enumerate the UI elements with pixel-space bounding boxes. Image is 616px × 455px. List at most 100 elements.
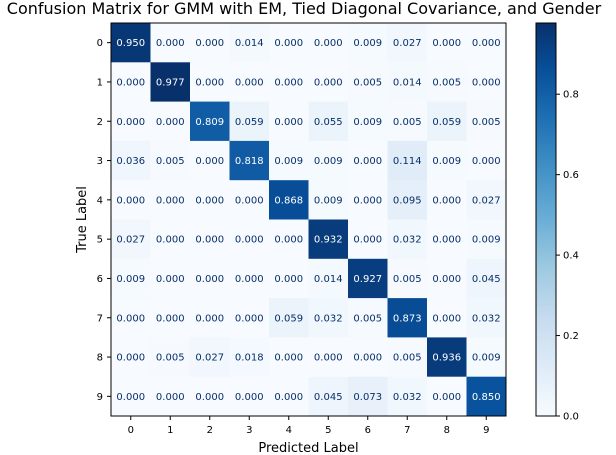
cell-value-0-3: 0.014 (235, 38, 264, 49)
cell-value-5-9: 0.009 (472, 235, 501, 246)
heatmap-cell-5-2 (190, 219, 230, 260)
heatmap-cell-0-8 (427, 23, 467, 63)
cell-value-2-2: 0.809 (195, 117, 224, 128)
cell-value-9-2: 0.000 (195, 392, 224, 403)
heatmap-cell-6-5 (308, 258, 349, 299)
heatmap-cell-5-5 (308, 219, 349, 260)
heatmap-cell-5-8 (427, 219, 467, 260)
cell-value-6-0: 0.009 (116, 274, 145, 285)
cell-value-7-7: 0.873 (393, 313, 422, 324)
cell-value-5-7: 0.032 (393, 235, 422, 246)
heatmap-cell-6-9 (466, 258, 507, 299)
heatmap-cell-0-2 (190, 23, 230, 63)
heatmap-cell-9-0 (111, 376, 151, 417)
cell-value-7-2: 0.000 (195, 313, 224, 324)
heatmap-cell-2-7 (387, 101, 428, 142)
cell-value-3-0: 0.036 (116, 156, 145, 167)
heatmap-cell-0-3 (229, 23, 270, 63)
x-tick-label: 6 (365, 425, 371, 436)
cell-value-1-6: 0.005 (353, 77, 382, 88)
cell-value-8-6: 0.000 (353, 353, 382, 364)
cell-value-7-8: 0.000 (432, 313, 461, 324)
cell-value-6-3: 0.000 (235, 274, 264, 285)
cell-value-7-4: 0.059 (274, 313, 303, 324)
heatmap-cell-1-8 (427, 62, 467, 103)
heatmap-cell-6-1 (150, 258, 191, 299)
cell-value-2-9: 0.005 (472, 117, 501, 128)
cell-value-3-2: 0.000 (195, 156, 224, 167)
cell-value-3-3: 0.818 (235, 156, 264, 167)
cell-value-8-7: 0.005 (393, 353, 422, 364)
heatmap-cell-2-3 (229, 101, 270, 142)
heatmap-cell-6-3 (229, 258, 270, 299)
cell-value-6-5: 0.014 (314, 274, 343, 285)
heatmap-cell-8-5 (308, 337, 349, 378)
cell-value-5-4: 0.000 (274, 235, 303, 246)
heatmap-cell-4-4 (269, 180, 309, 220)
heatmap-cell-6-0 (111, 258, 151, 299)
cell-value-6-6: 0.927 (353, 274, 382, 285)
cell-value-8-2: 0.027 (195, 353, 224, 364)
heatmap-cell-3-5 (308, 140, 349, 181)
heatmap-cell-4-2 (190, 180, 230, 220)
plot-frame (110, 22, 507, 417)
cell-value-4-7: 0.095 (393, 195, 422, 206)
y-tick-label: 1 (97, 77, 103, 88)
heatmap-cell-3-6 (348, 140, 388, 181)
heatmap-cell-3-8 (427, 140, 467, 181)
heatmap-cell-8-6 (348, 337, 388, 378)
colorbar-tick-label: 0.4 (563, 251, 579, 262)
heatmap-cell-2-9 (466, 101, 507, 142)
heatmap-cell-8-7 (387, 337, 428, 378)
x-tick-label: 2 (207, 425, 213, 436)
heatmap-cell-2-0 (111, 101, 151, 142)
heatmap-cell-7-4 (269, 298, 309, 338)
heatmap-cell-7-7 (387, 298, 428, 338)
cell-value-6-1: 0.000 (156, 274, 185, 285)
heatmap-cell-7-8 (427, 298, 467, 338)
colorbar-ticks: 0.0 0.2 0.4 0.6 0.8 (556, 90, 579, 423)
y-tick-label: 8 (97, 353, 103, 364)
cell-value-7-6: 0.005 (353, 313, 382, 324)
cell-value-7-0: 0.000 (116, 313, 145, 324)
cell-value-8-5: 0.000 (314, 353, 343, 364)
heatmap-cell-6-6 (348, 258, 388, 299)
cell-value-1-1: 0.977 (156, 77, 185, 88)
cell-value-2-5: 0.055 (314, 117, 343, 128)
cell-value-9-0: 0.000 (116, 392, 145, 403)
heatmap-cell-6-7 (387, 258, 428, 299)
chart-title: Confusion Matrix for GMM with EM, Tied D… (7, 0, 602, 18)
cell-value-9-4: 0.000 (274, 392, 303, 403)
cell-value-7-5: 0.032 (314, 313, 343, 324)
x-tick-label: 3 (246, 425, 252, 436)
colorbar-tick-label: 0.6 (563, 170, 579, 181)
heatmap-cell-9-6 (348, 376, 388, 417)
cell-value-1-3: 0.000 (235, 77, 264, 88)
heatmap-cell-1-3 (229, 62, 270, 103)
cell-value-1-4: 0.000 (274, 77, 303, 88)
heatmap-cell-3-7 (387, 140, 428, 181)
x-tick-label: 0 (128, 425, 134, 436)
cell-value-0-8: 0.000 (432, 38, 461, 49)
cell-value-5-3: 0.000 (235, 235, 264, 246)
cell-value-4-5: 0.009 (314, 195, 343, 206)
cell-value-4-1: 0.000 (156, 195, 185, 206)
heatmap-cell-0-1 (150, 23, 191, 63)
cell-value-9-7: 0.032 (393, 392, 422, 403)
heatmap-cell-9-2 (190, 376, 230, 417)
cell-value-5-2: 0.000 (195, 235, 224, 246)
cell-value-9-9: 0.850 (472, 392, 501, 403)
heatmap-cell-8-9 (466, 337, 507, 378)
heatmap-cell-7-2 (190, 298, 230, 338)
cell-value-9-3: 0.000 (235, 392, 264, 403)
cell-value-3-1: 0.005 (156, 156, 185, 167)
heatmap-cell-9-7 (387, 376, 428, 417)
x-tick-label: 8 (444, 425, 450, 436)
heatmap-cell-5-0 (111, 219, 151, 260)
cell-value-4-8: 0.000 (432, 195, 461, 206)
heatmap-cell-8-2 (190, 337, 230, 378)
cell-value-4-4: 0.868 (274, 195, 303, 206)
cell-value-8-8: 0.936 (432, 353, 461, 364)
cell-value-0-0: 0.950 (116, 38, 145, 49)
cell-value-2-3: 0.059 (235, 117, 264, 128)
